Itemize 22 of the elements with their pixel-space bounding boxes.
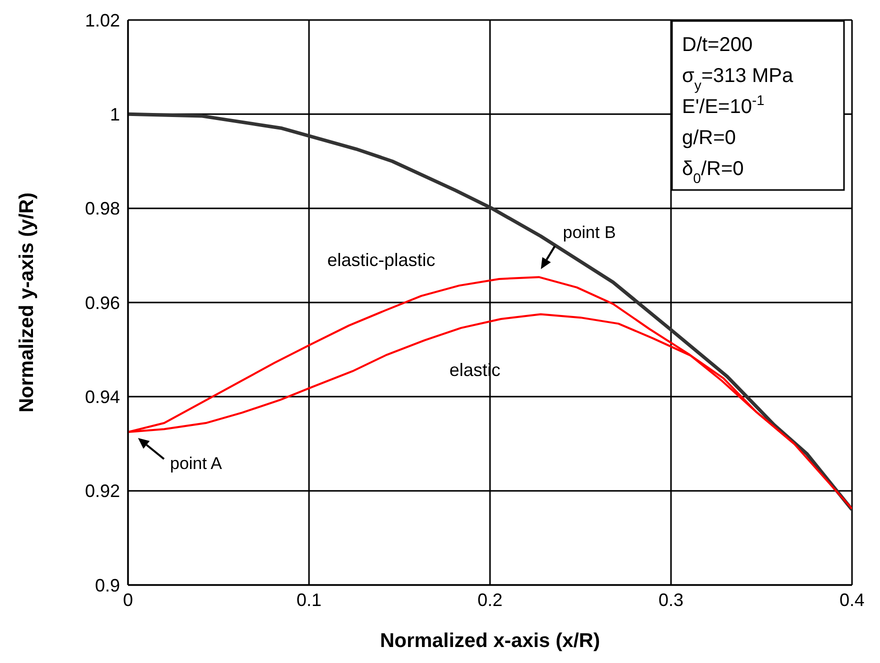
x-tick-label: 0.4 [839,590,865,610]
x-tick-label: 0 [122,590,134,610]
series-label: elastic-plastic [327,250,436,270]
y-tick-label: 1.02 [84,10,120,30]
y-tick-label: 1 [110,104,120,125]
annotation: point A [170,454,223,473]
annotation: σ$_{y}$=313 MPa [682,65,794,93]
x-tick-label: 0.1 [296,590,322,610]
annotation: point B [562,223,616,242]
annotation: E'/E=10$^{-1}$ [682,92,765,118]
annotation: δ$_{0}$/R=0 [682,158,744,186]
y-tick-label: 0.92 [84,481,120,502]
y-tick-label: 0.96 [84,292,120,313]
y-tick-label: 0.9 [94,575,120,596]
x-tick-label: 0.3 [658,590,684,610]
annotation: D/t=200 [682,34,753,56]
y-tick-label: 0.94 [84,387,120,408]
y-axis-title: Normalized y-axis (y/R) [16,192,38,413]
x-axis-title: Normalized x-axis (x/R) [380,630,600,652]
x-tick-label: 0.2 [477,590,503,610]
annotation: g/R=0 [682,127,736,149]
y-tick-label: 0.98 [84,198,120,219]
